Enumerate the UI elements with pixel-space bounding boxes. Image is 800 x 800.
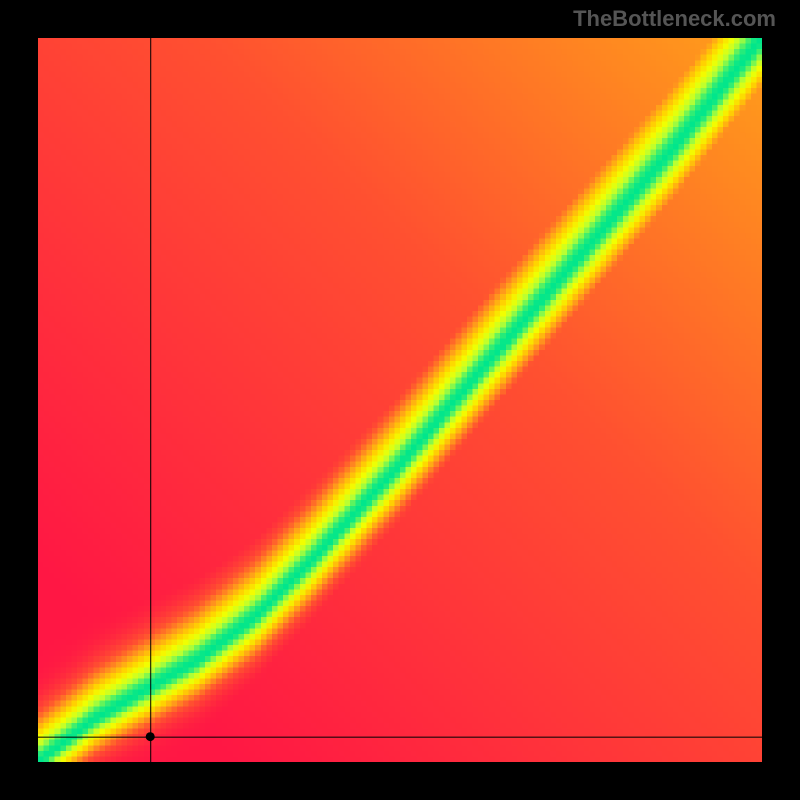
plot-area	[38, 38, 762, 762]
root-container: TheBottleneck.com	[0, 0, 800, 800]
watermark-text: TheBottleneck.com	[573, 6, 776, 32]
crosshair-overlay	[38, 38, 762, 762]
plot-frame	[0, 0, 800, 800]
